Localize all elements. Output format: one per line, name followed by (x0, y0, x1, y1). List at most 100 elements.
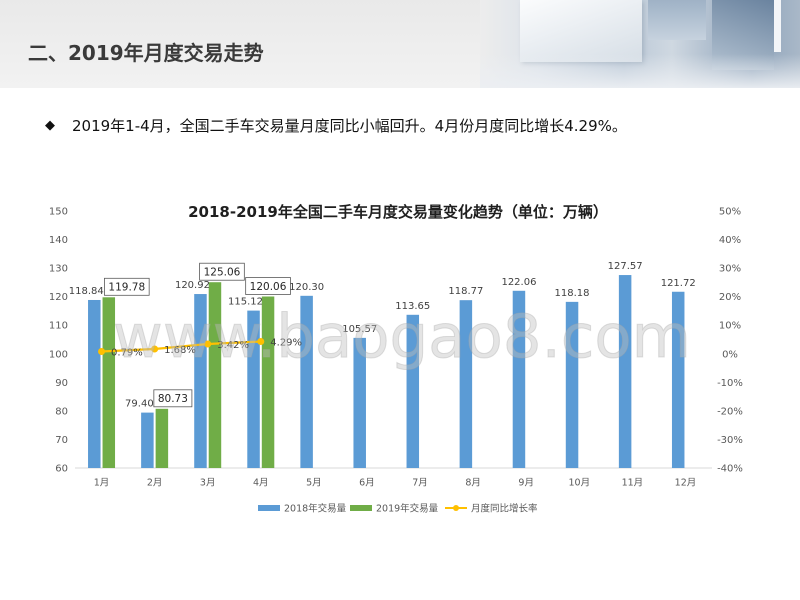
y-left-tick-label: 90 (55, 378, 68, 389)
legend-item-2: 2019年交易量 (350, 503, 439, 515)
bar-2018-9 (512, 290, 526, 468)
x-category-label: 3月 (200, 478, 216, 489)
data-label-2018-7: 113.65 (395, 301, 430, 312)
data-label-2018-8: 118.77 (448, 286, 483, 297)
data-label-2019-1: 119.78 (108, 282, 145, 294)
bar-2019-4 (261, 296, 275, 468)
label-box-frame (104, 277, 150, 296)
chart-title: 2018-2019年全国二手车月度交易量变化趋势（单位：万辆） (188, 203, 608, 221)
bar-2018-1 (88, 299, 101, 468)
data-label-2018-12: 121.72 (661, 278, 696, 289)
x-category-label: 7月 (412, 478, 428, 489)
growth-point-2 (151, 345, 159, 353)
x-category-label: 6月 (359, 478, 375, 489)
data-label-2018-10: 118.18 (555, 288, 590, 299)
bar-2018-8 (459, 300, 473, 468)
chart-data-labels: 118.84 79.40 120.92 115.12 120.30 105.57 113.6… (69, 261, 696, 410)
growth-point-1 (98, 348, 106, 356)
bullet-text: 2019年1-4月，全国二手车交易量月度同比小幅回升。4月份月度同比增长4.29… (72, 117, 627, 135)
data-label-2019-3: 125.06 (204, 267, 241, 279)
data-label-2018-9: 122.06 (501, 277, 536, 288)
y-right-tick-label: 50% (719, 207, 741, 218)
label-box-frame (153, 389, 193, 408)
bar-2019-3 (208, 282, 222, 468)
data-label-growth-2: 1.68% (164, 345, 196, 356)
legend-label: 月度同比增长率 (471, 503, 538, 515)
data-label-2018-5: 120.30 (289, 282, 324, 293)
x-category-label: 12月 (675, 478, 697, 489)
data-label-box-2019-2: 80.73 (153, 389, 193, 408)
data-label-2018-6: 105.57 (342, 324, 377, 335)
y-left-tick-label: 100 (49, 349, 68, 360)
y-right-tick-label: 10% (719, 321, 741, 332)
data-label-2018-1: 118.84 (69, 286, 104, 297)
data-label-2018-3: 120.92 (175, 280, 210, 291)
x-category-label: 11月 (622, 478, 644, 489)
header-banner: 二、2019年月度交易走势 (0, 0, 800, 88)
data-label-2018-2: 79.40 (125, 399, 154, 410)
x-category-label: 8月 (465, 478, 481, 489)
data-label-2019-2: 80.73 (158, 393, 188, 405)
legend-item-3: 月度同比增长率 (445, 503, 538, 515)
bullet-point: ◆ 2019年1-4月，全国二手车交易量月度同比小幅回升。4月份月度同比增长4.… (45, 115, 645, 137)
photo-building-pillar (774, 0, 781, 52)
data-label-growth-3: 3.42% (217, 340, 249, 351)
y-left-tick-label: 80 (55, 406, 68, 417)
label-box-frame (199, 262, 245, 281)
y-left-tick-label: 110 (49, 321, 68, 332)
growth-point-4 (257, 338, 265, 346)
data-label-2019-4: 120.06 (250, 281, 287, 293)
header-building-photo (480, 0, 800, 88)
x-category-label: 1月 (94, 478, 110, 489)
x-category-label: 9月 (518, 478, 534, 489)
y-left-tick-label: 150 (49, 207, 68, 218)
data-label-growth-1: 0.79% (111, 348, 143, 359)
monthly-volume-chart: 2018-2019年全国二手车月度交易量变化趋势（单位：万辆） 150 140 13… (49, 203, 743, 515)
bar-2018-6 (353, 337, 366, 468)
bar-2018-7 (406, 314, 420, 468)
legend-label: 2019年交易量 (376, 503, 439, 515)
bar-2018-5 (300, 295, 313, 468)
growth-point-3 (204, 340, 212, 348)
bar-2018-11 (618, 275, 632, 468)
legend-key-swatch (350, 505, 372, 511)
photo-building-block (648, 0, 706, 40)
bar-2018-4 (247, 310, 260, 468)
y-left-tick-label: 130 (49, 264, 68, 275)
photo-building-block (520, 0, 642, 62)
data-label-2018-4: 115.12 (228, 297, 263, 308)
x-category-label: 4月 (253, 478, 269, 489)
y-right-tick-label: 0% (722, 349, 738, 360)
data-label-growth-4: 4.29% (270, 338, 302, 349)
y-right-tick-label: 40% (719, 235, 741, 246)
bar-2018-10 (565, 301, 579, 468)
bar-2018-3 (194, 294, 207, 468)
chart-growth-line (98, 338, 265, 356)
y-right-tick-label: 30% (719, 264, 741, 275)
y-right-tick-label: 20% (719, 292, 741, 303)
chart-axes: 150 140 130 120 110 100 90 80 70 60 50% 40% 30% 20% 10… (49, 207, 743, 489)
y-right-tick-label: -20% (717, 406, 743, 417)
data-label-box-2019-4: 120.06 (245, 277, 291, 295)
y-right-tick-label: -30% (717, 435, 743, 446)
growth-line (101, 340, 261, 353)
diamond-bullet-icon: ◆ (45, 118, 55, 133)
x-category-label: 5月 (306, 478, 322, 489)
x-category-label: 10月 (568, 478, 590, 489)
data-label-2018-11: 127.57 (608, 261, 643, 272)
y-left-tick-label: 140 (49, 235, 68, 246)
x-category-label: 2月 (147, 478, 163, 489)
chart-bars (88, 275, 685, 468)
y-left-tick-label: 60 (55, 464, 68, 475)
legend-label: 2018年交易量 (284, 503, 347, 515)
data-label-box-2019-1: 119.78 (104, 277, 150, 296)
watermark: www.baogao8.com (113, 302, 691, 372)
bar-2018-2 (141, 412, 154, 468)
legend-key-swatch (258, 505, 280, 511)
y-right-tick-label: -40% (717, 464, 743, 475)
data-label-box-2019-3: 125.06 (199, 262, 245, 281)
bar-2018-12 (671, 291, 685, 468)
legend-key-marker (453, 505, 459, 511)
photo-haze (480, 54, 800, 88)
